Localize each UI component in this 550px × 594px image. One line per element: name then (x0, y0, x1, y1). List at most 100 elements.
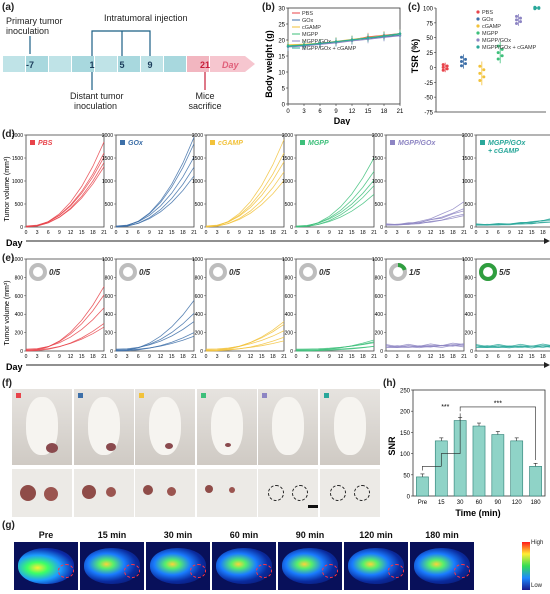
timeline-day-21: 21 (200, 60, 210, 70)
excised-tumor-photo (196, 469, 257, 517)
mouse-photo (258, 389, 319, 465)
e-xtick-label: 21 (101, 354, 107, 360)
e-xtick-label: 0 (385, 354, 388, 360)
d-ytick-label: 1000 (372, 179, 383, 185)
tsr-chart: TSR (%) -75-50-250255075100PBSGOxcGAMPMG… (410, 5, 546, 117)
d-ytick-label: 2000 (462, 133, 473, 139)
d-ytick-label: 2000 (282, 133, 293, 139)
d-xtick-label: 12 (158, 230, 164, 236)
bw-point (350, 38, 354, 41)
excised-tumor-photo (135, 469, 196, 517)
snr-ytick-label: 50 (403, 473, 410, 479)
d-tumor-curve (295, 171, 375, 227)
mouse-photo (12, 389, 72, 465)
d-xtick-label: 0 (475, 230, 478, 236)
d-panel-frame (295, 134, 375, 228)
d-xtick-label: 3 (486, 230, 489, 236)
snr-ytick-label: 200 (400, 410, 411, 416)
e-ytick-label: 400 (285, 312, 294, 318)
bw-xtick-label: 9 (334, 109, 338, 115)
d-xtick-label: 0 (25, 230, 28, 236)
d-xtick-label: 21 (281, 230, 287, 236)
snr-sig-bracket-2 (459, 406, 536, 460)
e-tumor-curve (25, 294, 105, 351)
bw-xtick-label: 21 (397, 109, 404, 115)
e-ytick-label: 800 (465, 275, 474, 281)
panel-label-f: (f) (2, 378, 12, 389)
d-title-swatch (300, 140, 305, 145)
d-xtick-label: 6 (407, 230, 410, 236)
group-color-swatch (262, 393, 268, 398)
d-xtick-label: 9 (508, 230, 511, 236)
snr-bar-chart: SNR Time (min) 0 50 100 150 200 250 Pre 15 30 60 9… (387, 389, 546, 518)
e-ytick-label: 0 (200, 349, 203, 355)
empty-tumor-circle (292, 485, 309, 501)
group-color-swatch (77, 393, 83, 398)
d-xtick-label: 21 (371, 230, 377, 236)
e-panel-frame (385, 258, 465, 352)
tumor-roi-circle (388, 564, 404, 578)
d-ytick-label: 500 (195, 202, 204, 208)
d-ytick-label: 1000 (102, 179, 113, 185)
d-ytick-label: 500 (465, 202, 474, 208)
cure-ratio-label: 0/5 (139, 268, 151, 277)
e-ytick-label: 200 (105, 331, 114, 337)
tumor-mark (165, 443, 174, 449)
e-ytick-label: 0 (110, 349, 113, 355)
e-xtick-label: 18 (360, 354, 366, 360)
e-tumor-curve (115, 312, 195, 351)
mouse-photo (73, 389, 134, 465)
d-xtick-label: 15 (79, 230, 85, 236)
e-ytick-label: 800 (375, 275, 384, 281)
d-panel-title-2: + cGAMP (488, 148, 519, 155)
fluor-time-label: 90 min (295, 530, 325, 540)
e-xtick-label: 18 (180, 354, 186, 360)
snr-xtick-label: 30 (457, 500, 464, 506)
e-ytick-label: 1000 (372, 257, 383, 263)
colorbar-low-label: Low (531, 583, 543, 589)
excised-tumor-photo (258, 469, 319, 517)
e-xtick-label: 6 (227, 354, 230, 360)
d-xtick-label: 9 (328, 230, 331, 236)
e-day-label: Day (6, 362, 23, 372)
d-tumor-curve (115, 166, 195, 228)
d-ytick-label: 1500 (12, 156, 23, 162)
d-xtick-label: 21 (461, 230, 467, 236)
snr-sig-label-1: *** (441, 404, 449, 411)
d-ytick-label: 0 (20, 225, 23, 231)
d-ytick-label: 1500 (282, 156, 293, 162)
d-tumor-curve (205, 171, 285, 228)
d-xtick-label: 18 (450, 230, 456, 236)
tsr-point (519, 20, 522, 24)
tsr-point (464, 62, 467, 66)
tumor-roi-circle (256, 564, 272, 578)
bw-ytick-label: 5 (282, 87, 286, 93)
tsr-ytick-label: 100 (423, 7, 434, 13)
bw-point (302, 43, 306, 47)
tsr-point (496, 44, 500, 48)
d-ytick-label: 0 (290, 225, 293, 231)
e-xtick-label: 15 (349, 354, 355, 360)
e-tumor-curve (295, 342, 375, 350)
fluorescence-image (14, 542, 78, 590)
tumor-roi-circle (190, 564, 206, 578)
d-title-swatch (120, 140, 125, 145)
e-xtick-label: 15 (169, 354, 175, 360)
d-xtick-label: 3 (306, 230, 309, 236)
tsr-legend-label: cGAMP (482, 24, 501, 30)
timeline-primary-l2: inoculation (6, 26, 49, 36)
e-ytick-label: 0 (470, 349, 473, 355)
d-ytick-label: 500 (375, 202, 384, 208)
tsr-legend-label: MGPP/GOx (482, 38, 511, 44)
e-ytick-label: 400 (105, 312, 114, 318)
bw-legend-label: MGPP/GOx (302, 39, 331, 45)
tsr-point (515, 21, 518, 25)
tsr-point (441, 65, 445, 69)
tumor-specimen (204, 485, 213, 493)
e-ytick-label: 400 (195, 312, 204, 318)
snr-ytick-label: 0 (407, 495, 411, 501)
snr-xtick-label: 120 (512, 500, 523, 506)
d-ytick-label: 1000 (192, 179, 203, 185)
snr-ylabel: SNR (387, 436, 397, 456)
d-xtick-label: 6 (227, 230, 230, 236)
